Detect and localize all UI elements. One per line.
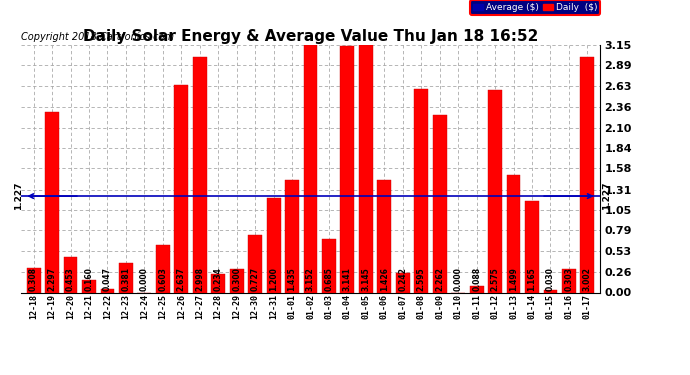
Bar bbox=[101, 289, 115, 292]
Bar bbox=[544, 290, 558, 292]
Text: 3.002: 3.002 bbox=[583, 267, 592, 291]
Bar bbox=[562, 269, 576, 292]
Text: 0.000: 0.000 bbox=[453, 267, 463, 291]
Text: 1.200: 1.200 bbox=[269, 267, 278, 291]
Bar bbox=[156, 245, 170, 292]
Text: 0.453: 0.453 bbox=[66, 267, 75, 291]
Bar bbox=[359, 45, 373, 292]
Text: 1.227: 1.227 bbox=[14, 182, 23, 210]
Text: 3.152: 3.152 bbox=[306, 267, 315, 291]
Bar bbox=[211, 274, 225, 292]
Bar bbox=[322, 238, 336, 292]
Text: 1.499: 1.499 bbox=[509, 267, 518, 291]
Text: 0.000: 0.000 bbox=[140, 267, 149, 291]
Bar bbox=[304, 45, 317, 292]
Text: 0.727: 0.727 bbox=[250, 267, 259, 291]
Bar bbox=[340, 46, 355, 292]
Bar bbox=[414, 88, 428, 292]
Text: 2.575: 2.575 bbox=[491, 267, 500, 291]
Text: 0.030: 0.030 bbox=[546, 267, 555, 291]
Bar bbox=[248, 236, 262, 292]
Text: 2.297: 2.297 bbox=[48, 267, 57, 291]
Bar bbox=[175, 85, 188, 292]
Text: 0.242: 0.242 bbox=[398, 267, 407, 291]
Bar bbox=[396, 273, 410, 292]
Text: 1.227: 1.227 bbox=[602, 182, 611, 210]
Text: 1.426: 1.426 bbox=[380, 267, 389, 291]
Bar bbox=[230, 269, 244, 292]
Text: 0.047: 0.047 bbox=[103, 267, 112, 291]
Bar bbox=[580, 57, 594, 292]
Text: 0.381: 0.381 bbox=[121, 267, 130, 291]
Bar bbox=[119, 262, 133, 292]
Bar bbox=[45, 112, 59, 292]
Bar bbox=[525, 201, 539, 292]
Bar bbox=[27, 268, 41, 292]
Text: 3.141: 3.141 bbox=[343, 267, 352, 291]
Text: 0.685: 0.685 bbox=[324, 267, 333, 291]
Bar bbox=[377, 180, 391, 292]
Bar bbox=[470, 286, 484, 292]
Bar bbox=[82, 280, 96, 292]
Bar bbox=[285, 180, 299, 292]
Text: 0.088: 0.088 bbox=[472, 267, 481, 291]
Bar bbox=[266, 198, 281, 292]
Text: 1.435: 1.435 bbox=[288, 267, 297, 291]
Bar bbox=[63, 257, 77, 292]
Text: 0.308: 0.308 bbox=[29, 267, 38, 291]
Bar bbox=[506, 175, 520, 292]
Text: 0.160: 0.160 bbox=[84, 267, 94, 291]
Text: 3.145: 3.145 bbox=[362, 267, 371, 291]
Bar bbox=[193, 57, 207, 292]
Text: 1.165: 1.165 bbox=[527, 267, 537, 291]
Text: 0.300: 0.300 bbox=[232, 267, 241, 291]
Text: 2.262: 2.262 bbox=[435, 267, 444, 291]
Text: 2.595: 2.595 bbox=[417, 267, 426, 291]
Text: 0.603: 0.603 bbox=[158, 267, 168, 291]
Legend: Average ($), Daily  ($): Average ($), Daily ($) bbox=[470, 0, 600, 15]
Text: 2.998: 2.998 bbox=[195, 267, 204, 291]
Text: 0.303: 0.303 bbox=[564, 267, 573, 291]
Text: 2.637: 2.637 bbox=[177, 267, 186, 291]
Text: 0.234: 0.234 bbox=[214, 267, 223, 291]
Bar bbox=[488, 90, 502, 292]
Text: Copyright 2018 Cartronics.com: Copyright 2018 Cartronics.com bbox=[21, 32, 174, 42]
Bar bbox=[433, 115, 446, 292]
Title: Daily Solar Energy & Average Value Thu Jan 18 16:52: Daily Solar Energy & Average Value Thu J… bbox=[83, 29, 538, 44]
